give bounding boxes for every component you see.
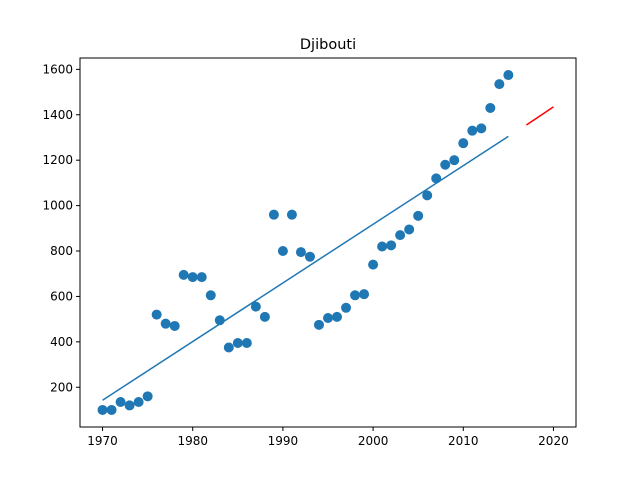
data-point — [115, 397, 126, 408]
data-point — [386, 240, 397, 251]
data-point — [106, 404, 117, 415]
projection-line — [525, 106, 554, 126]
data-point — [178, 269, 189, 280]
data-point — [97, 404, 108, 415]
y-tick-label: 1400 — [42, 108, 73, 122]
y-tick-label: 400 — [50, 335, 73, 349]
y-tick-label: 200 — [50, 380, 73, 394]
axis-ticks: 1970 1980 1990 2000 2010 2020 200 400 600 800 1000… — [42, 62, 568, 448]
data-point — [458, 138, 469, 149]
data-point — [124, 400, 135, 411]
data-point — [232, 337, 243, 348]
data-point — [467, 125, 478, 136]
data-point — [350, 290, 361, 301]
x-tick-label: 2020 — [538, 434, 569, 448]
data-point — [169, 320, 180, 331]
data-point — [223, 342, 234, 353]
data-point — [277, 246, 288, 257]
data-point — [133, 397, 144, 408]
data-point — [359, 289, 370, 300]
data-point — [404, 224, 415, 235]
data-point — [160, 318, 171, 329]
data-point — [485, 102, 496, 113]
data-point — [196, 272, 207, 283]
y-tick-label: 1200 — [42, 153, 73, 167]
data-point — [205, 290, 216, 301]
data-point — [323, 313, 333, 324]
data-point — [295, 247, 306, 258]
trend-line — [102, 135, 509, 401]
data-point — [377, 241, 388, 252]
y-tick-label: 1000 — [42, 199, 73, 213]
data-point — [268, 209, 279, 220]
x-tick-label: 1990 — [268, 434, 299, 448]
data-point — [187, 272, 198, 283]
data-point — [395, 230, 406, 241]
x-tick-label: 2000 — [358, 434, 389, 448]
x-tick-label: 1980 — [177, 434, 208, 448]
data-point — [241, 337, 252, 348]
plot-area — [97, 70, 554, 415]
data-point — [151, 309, 162, 320]
x-tick-label: 2010 — [448, 434, 479, 448]
data-point — [503, 70, 514, 81]
data-point — [476, 123, 487, 134]
data-point — [341, 302, 352, 313]
y-tick-label: 800 — [50, 244, 73, 258]
y-tick-label: 1600 — [42, 62, 73, 76]
data-point — [304, 251, 315, 262]
data-point — [259, 311, 270, 322]
data-point — [413, 210, 424, 221]
data-point — [332, 311, 343, 322]
axes-frame — [79, 57, 577, 428]
data-point — [449, 155, 460, 166]
data-point — [422, 190, 433, 201]
chart-title: Djibouti — [300, 37, 356, 53]
data-point — [142, 391, 153, 402]
data-point — [440, 159, 451, 170]
x-tick-label: 1970 — [87, 434, 118, 448]
data-point — [494, 79, 505, 90]
y-tick-label: 600 — [50, 289, 73, 303]
data-point — [313, 319, 324, 330]
data-point — [286, 209, 297, 220]
data-point — [250, 301, 261, 312]
data-point — [368, 259, 379, 270]
